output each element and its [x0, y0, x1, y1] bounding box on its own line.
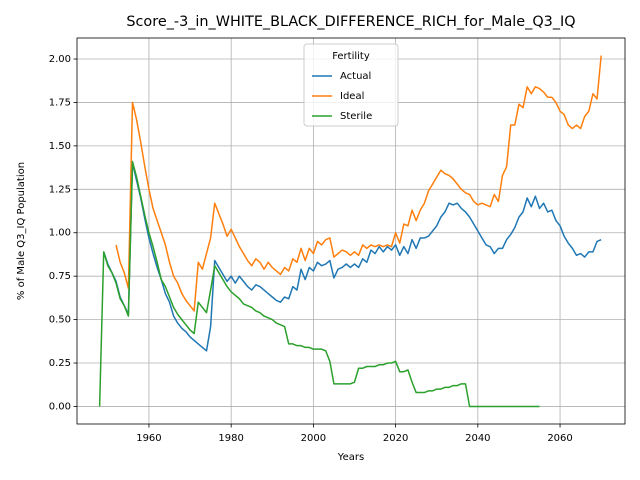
y-tick-label: 1.25 [49, 184, 71, 195]
y-tick-label: 0.75 [49, 271, 71, 282]
x-tick-label: 2040 [465, 433, 490, 444]
x-axis-label: Years [337, 452, 364, 463]
y-tick-label: 0.50 [49, 315, 71, 326]
y-axis-label: % of Male Q3_IQ Population [16, 162, 27, 300]
legend: Fertility Actual Ideal Sterile [303, 43, 399, 127]
legend-label: Ideal [340, 91, 364, 102]
lines [98, 55, 602, 408]
axes-frame [76, 37, 626, 425]
chart-title: Score_-3_in_WHITE_BLACK_DIFFERENCE_RICH_… [126, 14, 575, 30]
x-tick-label: 2060 [547, 433, 572, 444]
legend-label: Sterile [340, 111, 372, 122]
legend-title: Fertility [332, 51, 370, 62]
x-tick-label: 2020 [383, 433, 408, 444]
y-tick-label: 0.25 [49, 358, 71, 369]
y-tick-label: 2.00 [49, 54, 71, 65]
y-tick-label: 1.50 [49, 141, 71, 152]
x-tick-label: 2000 [301, 433, 326, 444]
y-tick-label: 1.75 [49, 97, 71, 108]
x-tick-label: 1980 [218, 433, 243, 444]
legend-box [303, 43, 399, 127]
data-line [98, 160, 540, 408]
x-tick-label: 1960 [136, 433, 161, 444]
data-line [103, 162, 602, 352]
y-tick-label: 0.00 [49, 401, 71, 412]
legend-label: Actual [340, 71, 371, 82]
y-tick-label: 1.00 [49, 228, 71, 239]
data-line [115, 55, 602, 312]
